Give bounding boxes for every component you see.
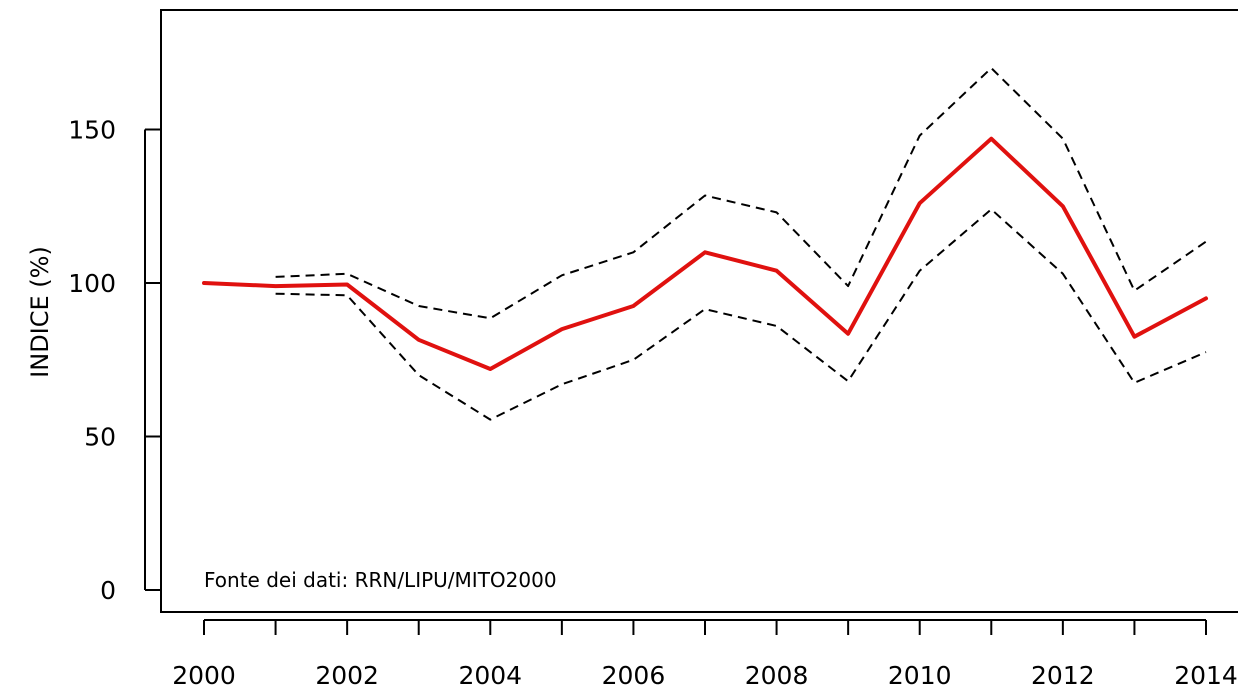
x-tick-label: 2010 <box>888 661 952 689</box>
x-tick-label: 2002 <box>315 661 379 689</box>
data-source-annotation: Fonte dei dati: RRN/LIPU/MITO2000 <box>204 568 557 592</box>
x-tick-label: 2008 <box>745 661 809 689</box>
x-axis: 2000 2002 2004 2006 2008 2010 2012 2014 <box>172 619 1238 689</box>
y-tick-label: 100 <box>68 269 116 298</box>
x-tick-label: 2012 <box>1031 661 1095 689</box>
series-line-upper-bound <box>275 67 1207 320</box>
x-tick-label: 2004 <box>458 661 522 689</box>
plot-frame <box>160 9 1238 613</box>
series-line-lower-bound <box>275 208 1207 421</box>
y-axis-label: INDICE (%) <box>26 246 54 378</box>
y-tick-label: 0 <box>100 576 116 605</box>
x-tick-label: 2000 <box>172 661 236 689</box>
x-tick-label: 2006 <box>602 661 666 689</box>
series-line-index <box>202 136 1208 371</box>
y-tick-label: 50 <box>84 423 116 452</box>
x-tick-label: 2014 <box>1174 661 1238 689</box>
y-axis: 0 50 100 150 <box>68 116 161 605</box>
y-tick-label: 150 <box>68 116 116 145</box>
series-layer <box>202 67 1208 421</box>
